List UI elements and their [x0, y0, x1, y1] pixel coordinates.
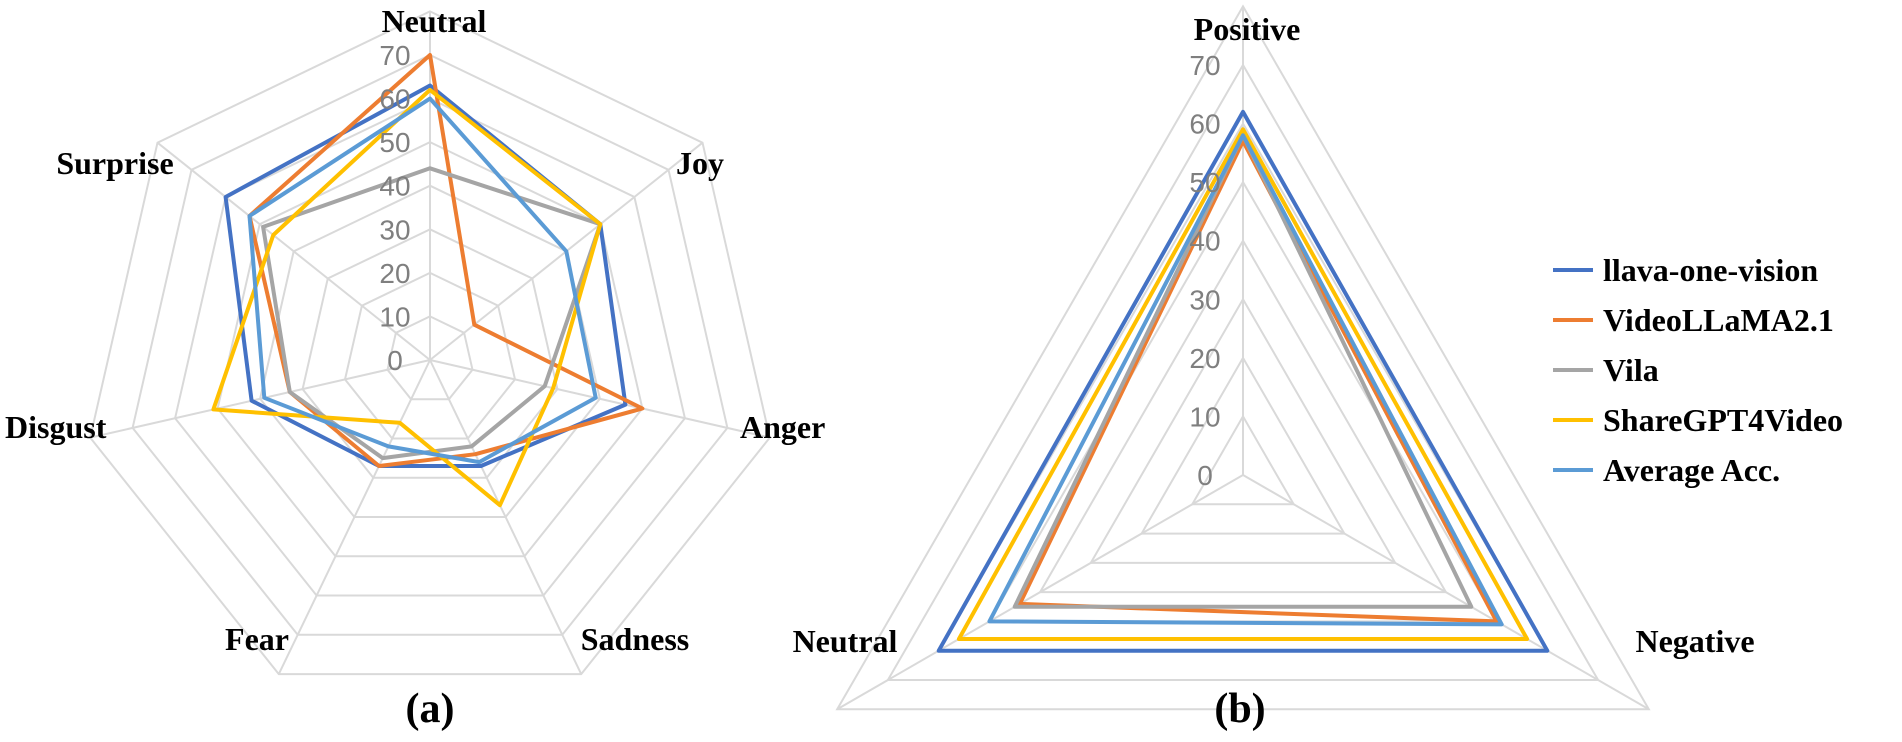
grid-ring-60: [174, 97, 686, 597]
grid-ring-30: [1089, 297, 1397, 564]
tick-label-10: 10: [379, 301, 410, 332]
radar-chart-a: 0 10 20 30 40 50 60 70 Neutral Joy Anger Sadness Fe…: [5, 3, 825, 732]
tick-label-0: 0: [387, 345, 403, 376]
grid-ring-80: [89, 10, 771, 676]
legend-label: Vila: [1603, 352, 1659, 388]
tick-label-50: 50: [1189, 167, 1220, 198]
grid-ring-40: [1038, 238, 1448, 594]
panel-label-a: (a): [406, 686, 455, 732]
tick-label-30: 30: [1189, 284, 1220, 315]
grid-ring-20: [343, 271, 517, 440]
spoke-neutral: [836, 474, 1244, 711]
tick-label-20: 20: [1189, 343, 1220, 374]
series-average-acc: [247, 96, 598, 465]
axis-label-disgust: Disgust: [5, 409, 107, 445]
tick-label-30: 30: [379, 214, 410, 245]
axis-label-neutral: Neutral: [382, 3, 487, 39]
series-vila: [1012, 133, 1474, 609]
series-sharegpt4video: [211, 87, 603, 508]
axis-label-joy: Joy: [676, 145, 724, 181]
panel-label-b: (b): [1214, 686, 1265, 732]
tick-label-70: 70: [1189, 50, 1220, 81]
grid-ring-80: [835, 4, 1651, 711]
series-sharegpt4video: [956, 127, 1530, 641]
grid-ring-70: [131, 53, 729, 636]
tick-label-70: 70: [379, 40, 410, 71]
spoke-anger: [429, 359, 771, 439]
spoke-sadness: [429, 359, 583, 675]
tick-label-60: 60: [1189, 109, 1220, 140]
legend-item-vila: Vila: [1553, 352, 1659, 388]
legend-label: llava-one-vision: [1603, 252, 1818, 288]
legend-label: ShareGPT4Video: [1603, 402, 1843, 438]
tick-label-40: 40: [379, 171, 410, 202]
grid-ring-30: [301, 228, 559, 479]
legend-item-llava-one-vision: llava-one-vision: [1553, 252, 1818, 288]
tick-label-60: 60: [379, 84, 410, 115]
grid-ring-70: [886, 63, 1600, 681]
spoke-disgust: [89, 359, 431, 439]
series-llava-one-vision: [223, 83, 628, 468]
grid-ring-20: [1139, 355, 1347, 535]
axis-label-positive: Positive: [1194, 11, 1301, 47]
axis-label-anger: Anger: [740, 409, 825, 445]
axis-label-fear: Fear: [225, 621, 289, 657]
axis-label-sadness: Sadness: [581, 621, 690, 657]
grid-ring-10: [386, 315, 474, 401]
legend: llava-one-vision VideoLLaMA2.1 Vila ShareGP…: [1553, 252, 1843, 488]
legend-label: Average Acc.: [1603, 452, 1780, 488]
axis-label-surprise: Surprise: [56, 145, 173, 181]
axis-label-negative: Negative: [1635, 623, 1754, 659]
legend-item-average-acc: Average Acc.: [1553, 452, 1780, 488]
tick-label-0: 0: [1197, 460, 1213, 491]
legend-item-sharegpt4video: ShareGPT4Video: [1553, 402, 1843, 438]
legend-item-videollama2-1: VideoLLaMA2.1: [1553, 302, 1834, 338]
legend-label: VideoLLaMA2.1: [1603, 302, 1834, 338]
series-videollama2-1: [1017, 139, 1499, 624]
series-videollama2-1: [247, 53, 645, 468]
spoke-fear: [277, 359, 431, 675]
grid-ring-10: [1190, 414, 1296, 506]
axis-label-neutral: Neutral: [793, 623, 898, 659]
tick-label-10: 10: [1189, 401, 1220, 432]
spoke-negative: [1242, 474, 1650, 711]
tick-label-40: 40: [1189, 226, 1220, 257]
series-llava-one-vision: [936, 109, 1550, 653]
tick-label-20: 20: [379, 258, 410, 289]
series-average-acc: [987, 133, 1504, 627]
tick-label-50: 50: [379, 127, 410, 158]
spoke-surprise: [156, 141, 431, 361]
